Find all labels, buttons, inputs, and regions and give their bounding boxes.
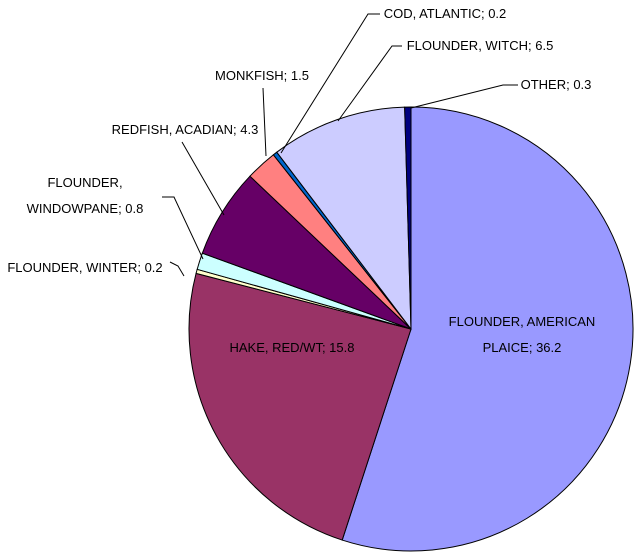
- leader-line: [181, 141, 225, 216]
- pie-slice: [188, 272, 412, 541]
- pie-slice: [404, 106, 412, 330]
- leader-line: [337, 45, 402, 122]
- leader-line: [410, 84, 518, 109]
- data-label: MONKFISH; 1.5: [215, 68, 309, 83]
- data-label: FLOUNDER, WINTER; 0.2: [7, 260, 163, 275]
- pie-slice: [341, 106, 634, 552]
- pie-slice: [276, 106, 412, 331]
- data-label: FLOUNDER, WITCH; 6.5: [406, 38, 554, 53]
- leader-line: [162, 196, 204, 260]
- leader-line: [280, 13, 380, 154]
- leader-line: [262, 87, 267, 157]
- data-label: REDFISH, ACADIAN; 4.3: [111, 122, 259, 137]
- data-label: HAKE, RED/WT; 15.8: [229, 340, 355, 355]
- data-label: FLOUNDER, AMERICAN PLAICE; 36.2: [448, 314, 596, 355]
- leader-line: [169, 261, 185, 277]
- data-label: OTHER; 0.3: [520, 77, 592, 92]
- data-label: COD, ATLANTIC; 0.2: [383, 6, 507, 21]
- data-label: FLOUNDER, WINDOWPANE; 0.8: [26, 175, 144, 216]
